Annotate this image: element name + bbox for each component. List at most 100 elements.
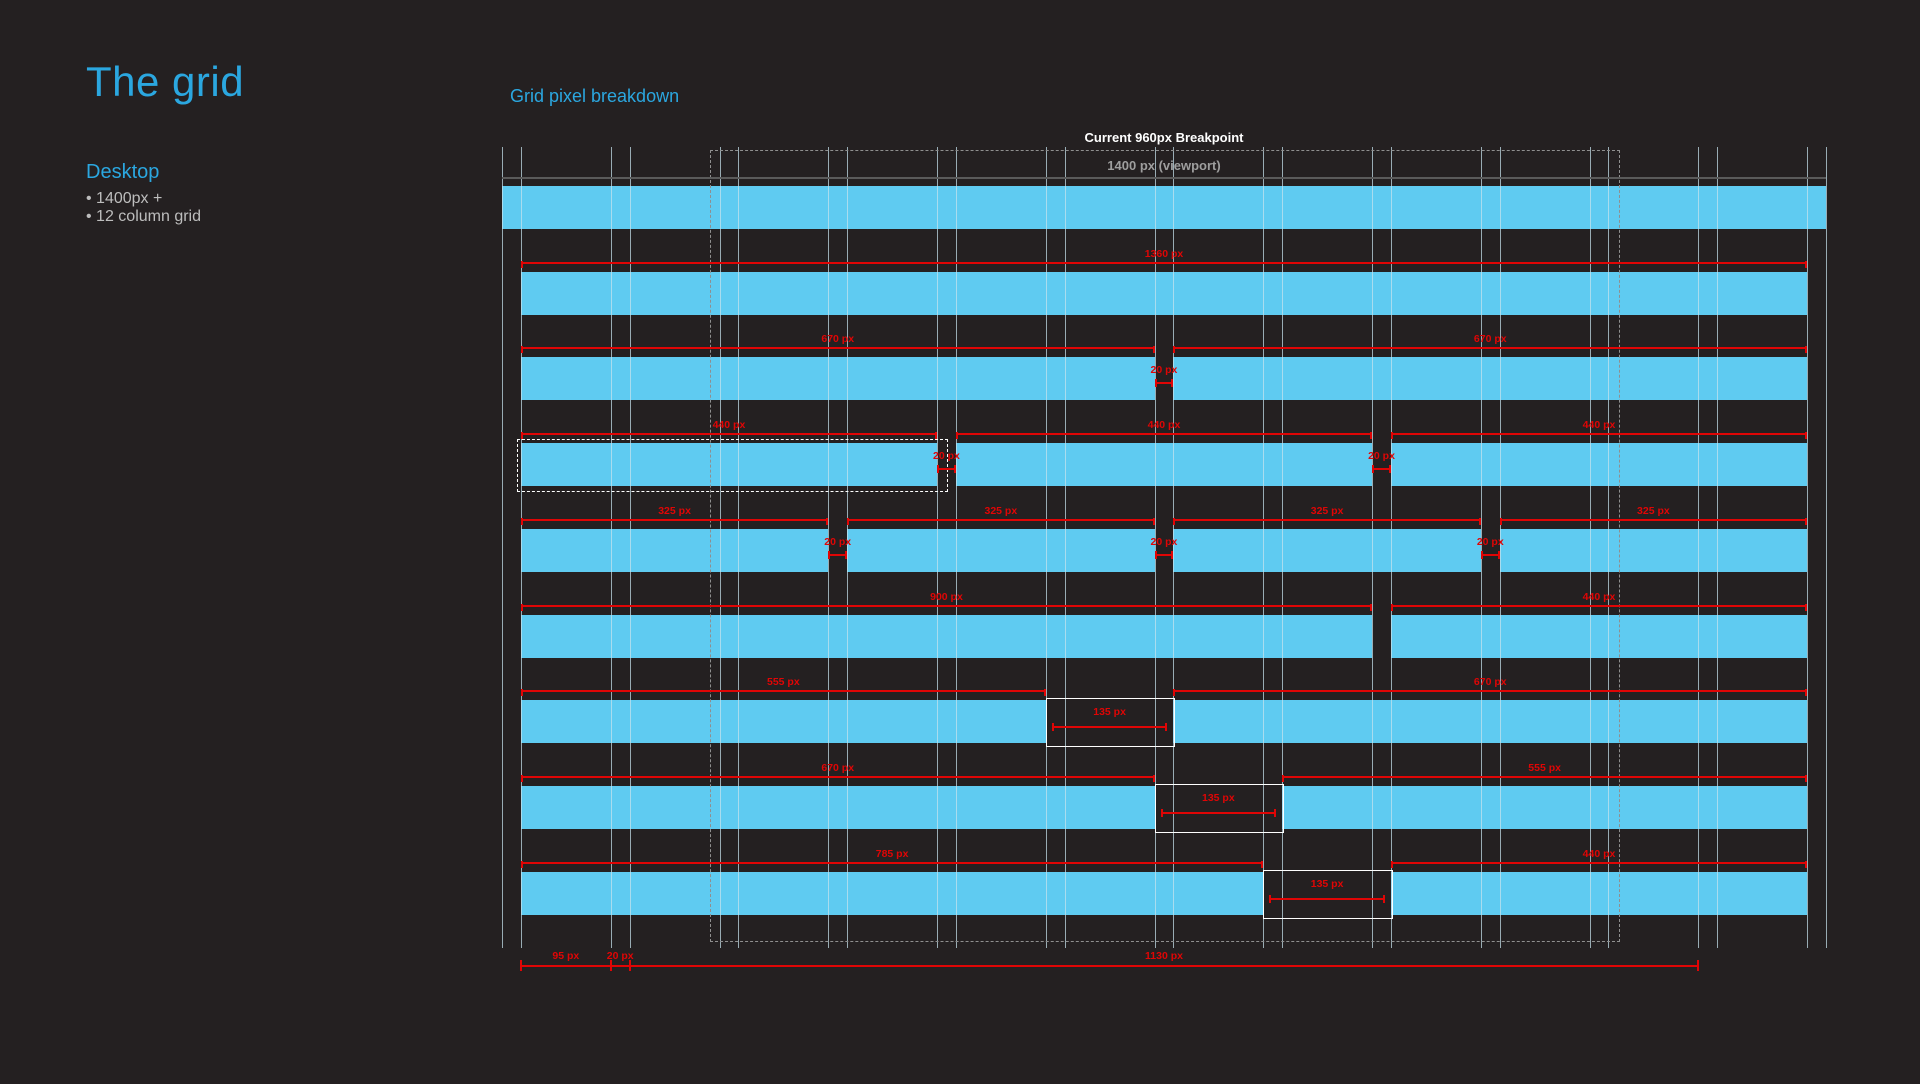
gutter-measure-line <box>937 465 956 474</box>
gutter-measure-line <box>828 550 848 559</box>
grid-column-line <box>1045 147 1047 948</box>
measure-label: 440 px <box>1147 419 1181 432</box>
measure-label: 325 px <box>984 504 1018 517</box>
measure-label: 325 px <box>658 504 691 517</box>
grid-bar <box>502 186 1826 229</box>
grid-bar <box>520 443 937 487</box>
callout-measure-line <box>1269 894 1385 903</box>
diagram-caption: Grid pixel breakdown <box>510 86 680 106</box>
grid-bar <box>520 871 1264 915</box>
gutter-label: 20 px <box>1150 535 1178 548</box>
callout-label: 135 px <box>1093 706 1126 719</box>
measure-line <box>955 432 1373 440</box>
measure-line <box>1282 774 1808 782</box>
grid-column-line <box>1499 147 1501 948</box>
grid-bar <box>1390 871 1808 915</box>
grid-column-line <box>1717 147 1719 948</box>
measure-line <box>1499 517 1808 525</box>
grid-column-line <box>719 147 721 948</box>
callout-box <box>1045 698 1176 748</box>
measure-line <box>520 860 1264 868</box>
grid-column-line <box>1825 147 1827 948</box>
measure-line <box>520 517 829 525</box>
grid-column-line <box>1608 147 1610 948</box>
section-heading-desktop: Desktop <box>86 161 160 183</box>
measure-label: 1360 px <box>1144 247 1184 260</box>
viewport-label: 1400 px (viewport) <box>1107 158 1221 173</box>
measure-line <box>520 689 1046 697</box>
gutter-measure-line <box>1154 550 1174 559</box>
bottom-measure-tick <box>628 960 631 971</box>
measure-line <box>1390 603 1808 611</box>
callout-label: 135 px <box>1202 791 1235 804</box>
callout-box <box>1263 869 1393 919</box>
grid-bar <box>847 528 1155 572</box>
gutter-label: 20 px <box>1368 450 1395 463</box>
grid-column-line <box>847 147 849 948</box>
grid-bar <box>1390 443 1808 487</box>
measure-label: 440 px <box>712 419 746 432</box>
grid-bar <box>520 357 1155 401</box>
bottom-measure-label: 1130 px <box>1145 950 1183 962</box>
measure-line <box>1173 346 1808 354</box>
measure-label: 670 px <box>1473 333 1507 346</box>
page-title: The grid <box>86 58 245 105</box>
grid-bar <box>1173 700 1808 744</box>
grid-column-line <box>1589 147 1591 948</box>
grid-bar <box>520 614 1373 658</box>
bottom-measure-tick <box>519 960 522 971</box>
measure-line <box>520 603 1373 611</box>
grid-column-line <box>1390 147 1392 948</box>
measure-line <box>520 432 938 440</box>
grid-column-line <box>1173 147 1175 948</box>
grid-column-line <box>828 147 830 948</box>
measure-label: 670 px <box>1473 676 1507 689</box>
measure-label: 785 px <box>875 847 909 860</box>
callout-box <box>1154 783 1285 833</box>
gutter-label: 20 px <box>1476 535 1504 548</box>
grid-column-line <box>502 147 503 948</box>
grid-bar <box>1173 357 1808 401</box>
highlight-outline <box>516 439 948 493</box>
measure-line <box>847 517 1155 525</box>
measure-label: 440 px <box>1582 419 1616 432</box>
grid-column-line <box>520 147 522 948</box>
grid-column-line <box>1480 147 1482 948</box>
gutter-measure-line <box>1372 465 1391 474</box>
grid-column-line <box>1154 147 1156 948</box>
grid-bar <box>1282 785 1808 829</box>
grid-column-line <box>738 147 740 948</box>
bottom-measure-tick <box>1697 960 1700 971</box>
grid-column-line <box>1282 147 1284 948</box>
grid-column-line <box>629 147 631 948</box>
grid-bar <box>520 785 1155 829</box>
gutter-measure-line <box>1154 379 1174 388</box>
gutter-label: 20 px <box>824 535 852 548</box>
bottom-measure-label: 95 px <box>552 950 580 962</box>
gutter-label: 20 px <box>1150 364 1178 377</box>
callout-measure-line <box>1051 723 1168 732</box>
measure-line <box>1390 432 1808 440</box>
grid-bar <box>520 271 1808 315</box>
measure-label: 440 px <box>1582 590 1616 603</box>
grid-bar <box>1173 528 1481 572</box>
grid-column-line <box>1372 147 1374 948</box>
measure-label: 555 px <box>766 676 800 689</box>
grid-column-line <box>1698 147 1700 948</box>
grid-column-line <box>955 147 957 948</box>
measure-line <box>520 774 1155 782</box>
callout-label: 135 px <box>1310 877 1344 890</box>
breakpoint-label: Current 960px Breakpoint <box>1084 130 1244 145</box>
bottom-measure-tick <box>609 960 612 971</box>
measure-line <box>520 260 1808 268</box>
measure-label: 325 px <box>1310 504 1344 517</box>
grid-bar <box>1499 528 1808 572</box>
measure-label: 670 px <box>821 761 855 774</box>
bullet-breakpoint-range: • 1400px + <box>86 190 163 207</box>
measure-label: 325 px <box>1637 504 1670 517</box>
callout-measure-line <box>1160 808 1277 817</box>
gutter-measure-line <box>1480 550 1500 559</box>
measure-label: 900 px <box>930 590 963 603</box>
